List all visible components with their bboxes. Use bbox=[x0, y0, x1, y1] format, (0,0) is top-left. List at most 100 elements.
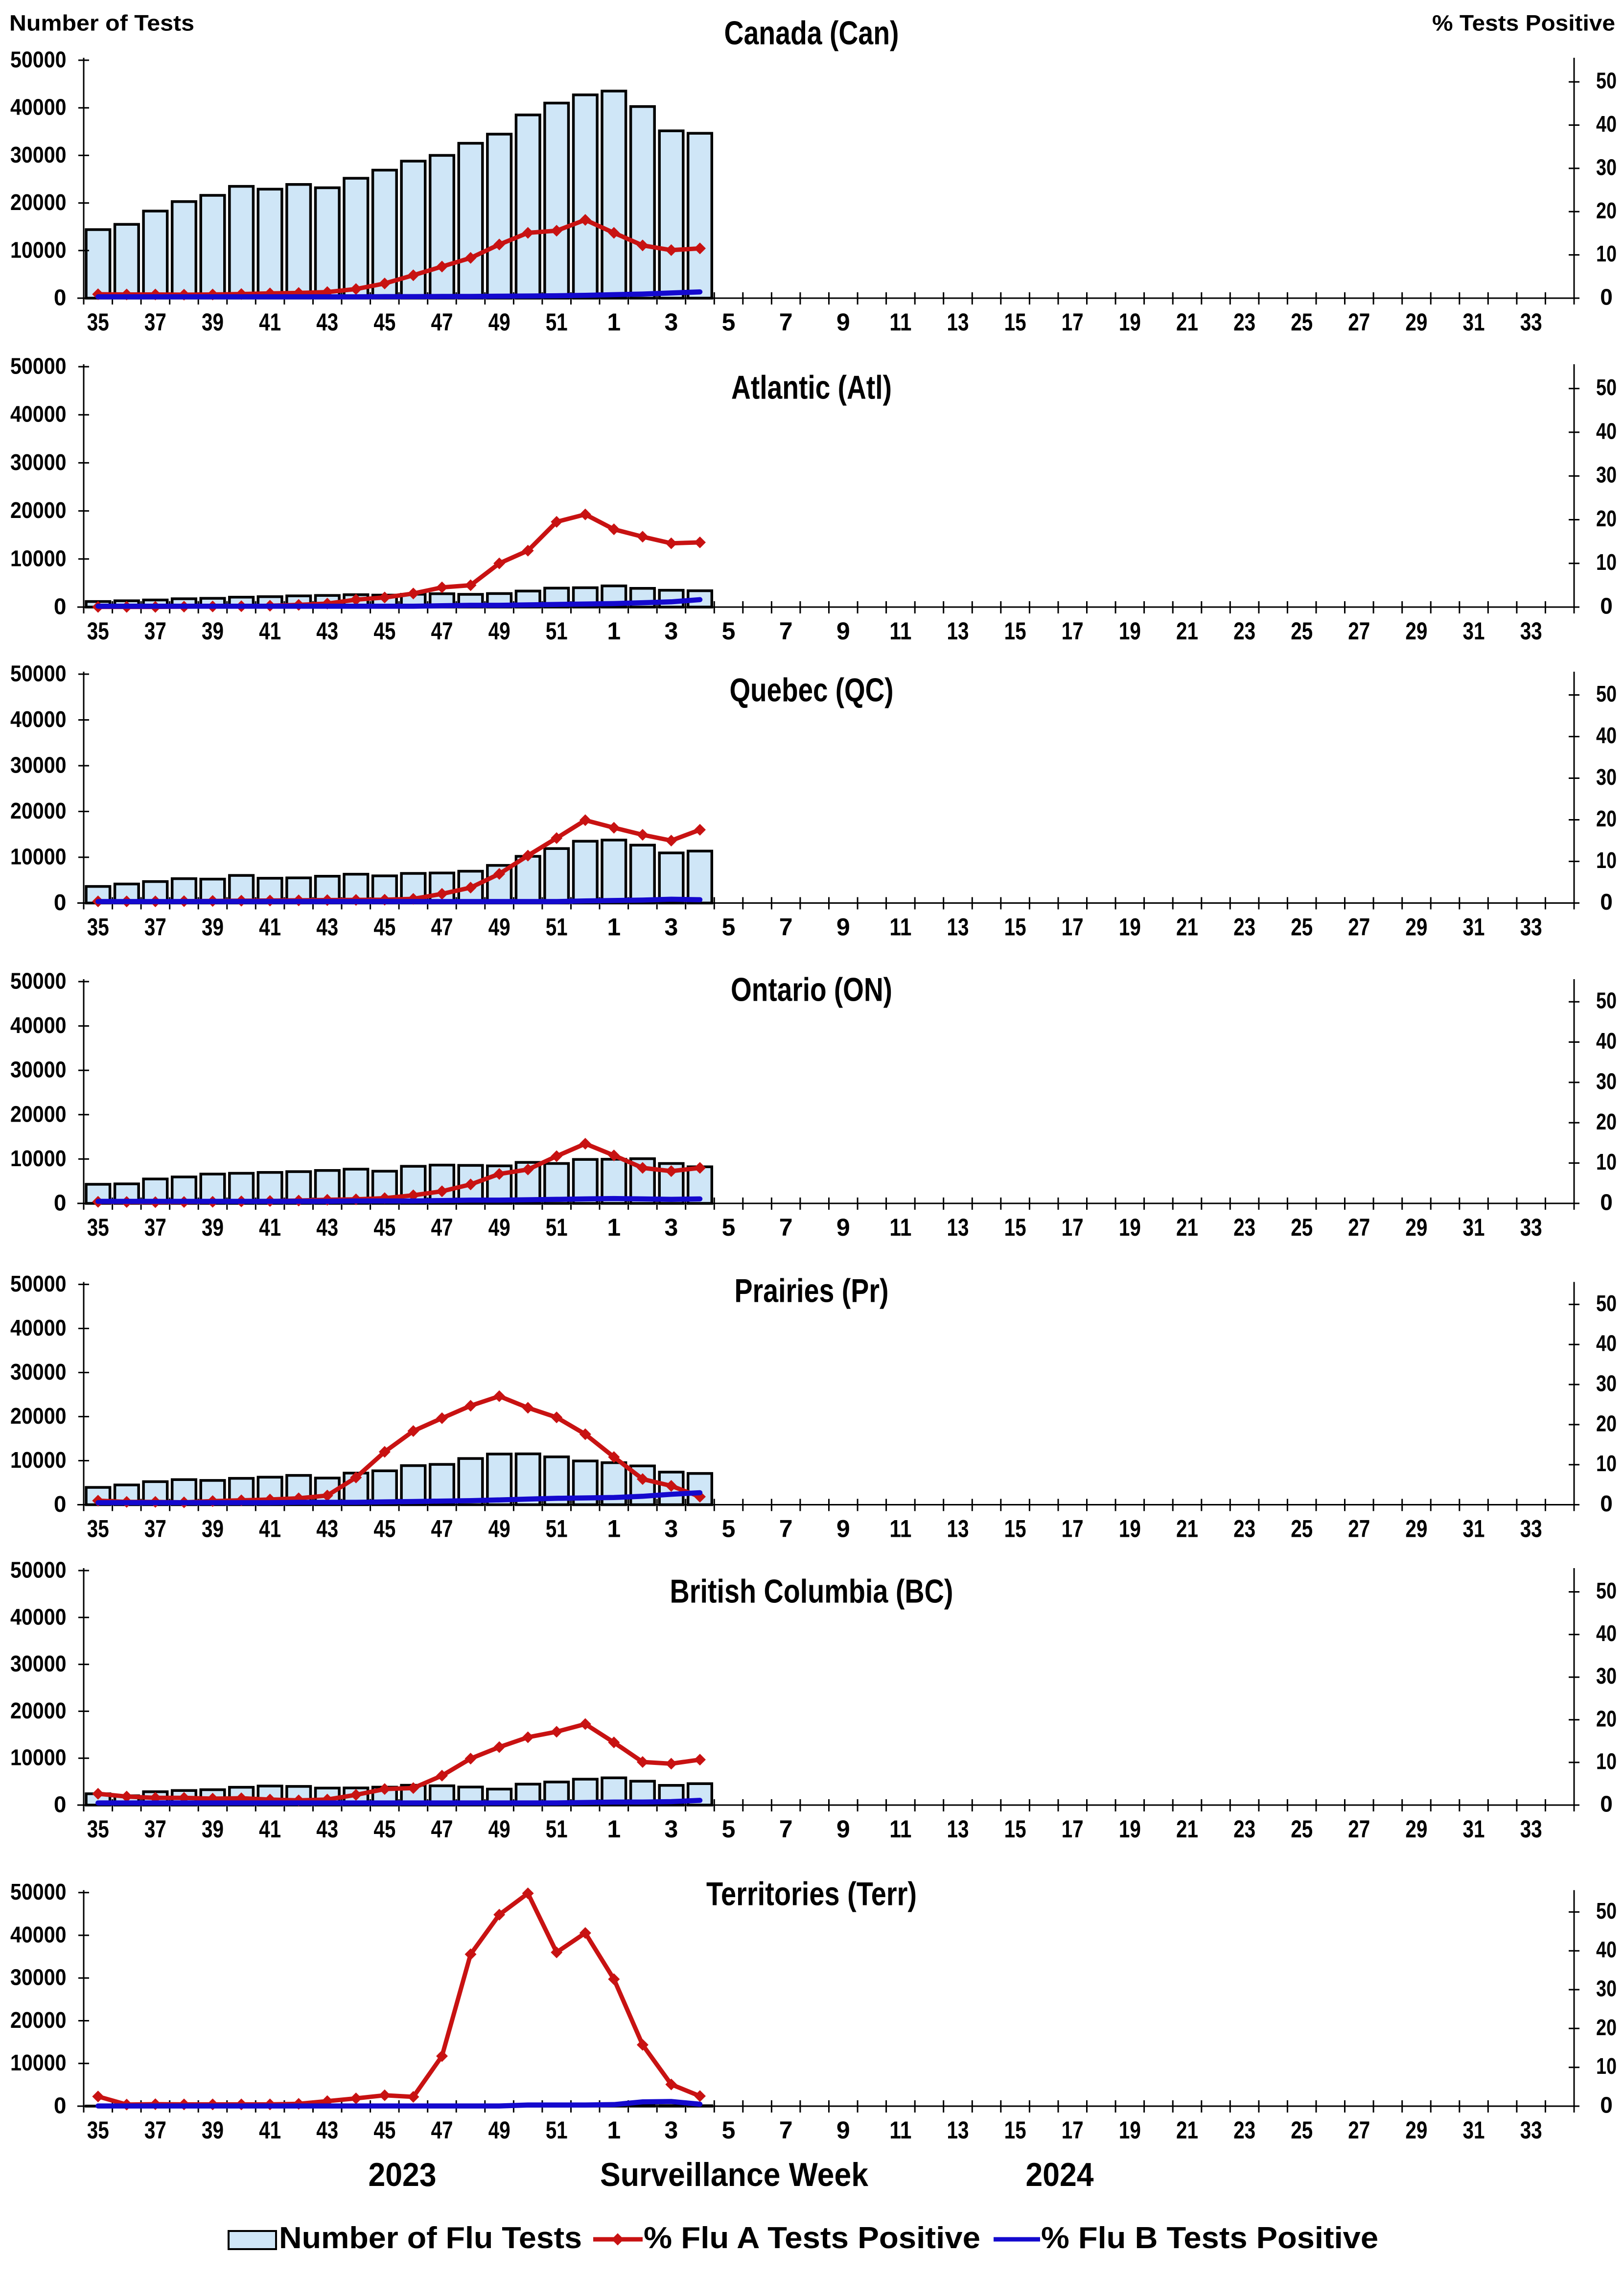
svg-text:0: 0 bbox=[54, 594, 67, 619]
svg-text:40000: 40000 bbox=[10, 401, 67, 427]
svg-text:50: 50 bbox=[1596, 1291, 1617, 1316]
svg-text:27: 27 bbox=[1348, 2116, 1370, 2144]
svg-text:33: 33 bbox=[1520, 308, 1542, 336]
svg-text:37: 37 bbox=[144, 1815, 166, 1843]
svg-text:Atlantic (Atl): Atlantic (Atl) bbox=[731, 369, 892, 406]
svg-text:35: 35 bbox=[87, 914, 109, 941]
svg-text:30: 30 bbox=[1596, 154, 1617, 180]
svg-text:31: 31 bbox=[1463, 1214, 1485, 1241]
svg-text:10000: 10000 bbox=[10, 237, 67, 262]
svg-text:5: 5 bbox=[722, 2116, 736, 2144]
svg-text:% Flu B Tests Positive: % Flu B Tests Positive bbox=[1041, 2221, 1378, 2255]
svg-text:43: 43 bbox=[316, 914, 338, 941]
svg-text:0: 0 bbox=[1600, 889, 1613, 915]
svg-text:27: 27 bbox=[1348, 617, 1370, 645]
svg-text:7: 7 bbox=[779, 1815, 793, 1843]
svg-text:1: 1 bbox=[607, 1214, 621, 1241]
svg-text:1: 1 bbox=[607, 308, 621, 336]
svg-text:10000: 10000 bbox=[10, 844, 67, 869]
svg-text:25: 25 bbox=[1291, 914, 1313, 941]
svg-text:5: 5 bbox=[722, 308, 736, 336]
svg-text:30000: 30000 bbox=[10, 1057, 67, 1082]
svg-text:49: 49 bbox=[488, 1214, 510, 1241]
svg-text:21: 21 bbox=[1176, 2116, 1198, 2144]
svg-text:37: 37 bbox=[144, 914, 166, 941]
svg-text:0: 0 bbox=[1600, 284, 1613, 310]
svg-text:23: 23 bbox=[1233, 1214, 1255, 1241]
svg-text:31: 31 bbox=[1463, 1815, 1485, 1843]
svg-text:20000: 20000 bbox=[10, 798, 67, 823]
svg-text:35: 35 bbox=[87, 1815, 109, 1843]
svg-text:47: 47 bbox=[431, 914, 453, 941]
svg-text:35: 35 bbox=[87, 1214, 109, 1241]
svg-text:0: 0 bbox=[1600, 1791, 1613, 1817]
svg-text:43: 43 bbox=[316, 1815, 338, 1843]
svg-text:50: 50 bbox=[1596, 1578, 1617, 1603]
svg-text:35: 35 bbox=[87, 1515, 109, 1543]
svg-text:1: 1 bbox=[607, 617, 621, 645]
svg-text:47: 47 bbox=[431, 617, 453, 645]
svg-text:23: 23 bbox=[1233, 617, 1255, 645]
svg-text:British Columbia (BC): British Columbia (BC) bbox=[670, 1573, 953, 1610]
svg-text:33: 33 bbox=[1520, 914, 1542, 941]
svg-text:43: 43 bbox=[316, 1515, 338, 1543]
svg-text:30000: 30000 bbox=[10, 752, 67, 778]
svg-text:40000: 40000 bbox=[10, 94, 67, 120]
svg-text:51: 51 bbox=[546, 308, 568, 336]
svg-text:27: 27 bbox=[1348, 308, 1370, 336]
svg-text:23: 23 bbox=[1233, 1815, 1255, 1843]
svg-text:50000: 50000 bbox=[10, 968, 67, 994]
svg-text:41: 41 bbox=[259, 2116, 281, 2144]
svg-text:39: 39 bbox=[202, 1815, 224, 1843]
svg-text:7: 7 bbox=[779, 1214, 793, 1241]
svg-text:10: 10 bbox=[1596, 1149, 1617, 1174]
svg-text:35: 35 bbox=[87, 617, 109, 645]
svg-text:15: 15 bbox=[1004, 1214, 1026, 1241]
svg-text:31: 31 bbox=[1463, 1515, 1485, 1543]
svg-text:40: 40 bbox=[1596, 1937, 1617, 1962]
svg-text:45: 45 bbox=[373, 1515, 395, 1543]
svg-text:10000: 10000 bbox=[10, 1447, 67, 1473]
svg-text:41: 41 bbox=[259, 914, 281, 941]
svg-text:25: 25 bbox=[1291, 1214, 1313, 1241]
svg-text:29: 29 bbox=[1405, 2116, 1427, 2144]
svg-text:0: 0 bbox=[54, 2093, 67, 2118]
svg-text:3: 3 bbox=[664, 308, 678, 336]
svg-text:33: 33 bbox=[1520, 1515, 1542, 1543]
svg-text:15: 15 bbox=[1004, 308, 1026, 336]
svg-text:39: 39 bbox=[202, 617, 224, 645]
svg-text:29: 29 bbox=[1405, 914, 1427, 941]
svg-text:0: 0 bbox=[1600, 1491, 1613, 1516]
svg-text:37: 37 bbox=[144, 1214, 166, 1241]
svg-text:13: 13 bbox=[947, 308, 969, 336]
svg-text:Ontario (ON): Ontario (ON) bbox=[731, 971, 892, 1009]
svg-text:25: 25 bbox=[1291, 1515, 1313, 1543]
svg-text:19: 19 bbox=[1119, 1214, 1141, 1241]
svg-text:21: 21 bbox=[1176, 308, 1198, 336]
svg-text:10: 10 bbox=[1596, 847, 1617, 873]
svg-text:50000: 50000 bbox=[10, 1879, 67, 1904]
svg-text:10: 10 bbox=[1596, 1451, 1617, 1476]
svg-text:39: 39 bbox=[202, 1515, 224, 1543]
svg-text:13: 13 bbox=[947, 2116, 969, 2144]
svg-text:29: 29 bbox=[1405, 1214, 1427, 1241]
svg-text:27: 27 bbox=[1348, 914, 1370, 941]
svg-text:30: 30 bbox=[1596, 462, 1617, 488]
svg-text:45: 45 bbox=[373, 617, 395, 645]
svg-text:5: 5 bbox=[722, 1214, 736, 1241]
svg-text:51: 51 bbox=[546, 2116, 568, 2144]
svg-text:49: 49 bbox=[488, 308, 510, 336]
svg-text:50000: 50000 bbox=[10, 1557, 67, 1583]
svg-text:40000: 40000 bbox=[10, 1922, 67, 1948]
svg-text:50: 50 bbox=[1596, 68, 1617, 94]
svg-text:41: 41 bbox=[259, 1815, 281, 1843]
svg-text:30000: 30000 bbox=[10, 1359, 67, 1385]
svg-text:11: 11 bbox=[889, 1815, 911, 1843]
svg-text:41: 41 bbox=[259, 1214, 281, 1241]
svg-text:13: 13 bbox=[947, 1515, 969, 1543]
svg-text:40: 40 bbox=[1596, 1620, 1617, 1646]
svg-text:20: 20 bbox=[1596, 806, 1617, 831]
svg-text:25: 25 bbox=[1291, 1815, 1313, 1843]
svg-text:37: 37 bbox=[144, 617, 166, 645]
svg-text:Quebec (QC): Quebec (QC) bbox=[730, 672, 894, 709]
